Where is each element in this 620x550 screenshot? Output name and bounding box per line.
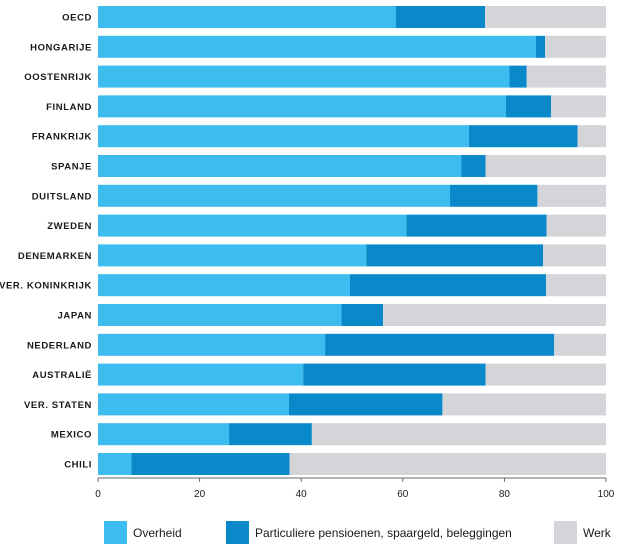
- category-label-oostenrijk: OOSTENRIJK: [24, 72, 92, 83]
- bar-hongarije-particuliere: [535, 35, 546, 58]
- bar-mexico-particuliere: [229, 423, 312, 446]
- bar-zweden-werk: [546, 214, 606, 237]
- legend-label-werk: Werk: [583, 526, 612, 540]
- legend-swatch-particuliere: [226, 521, 249, 544]
- bar-oostenrijk-particuliere: [509, 65, 527, 88]
- x-tick-label-100: 100: [598, 489, 615, 500]
- bar-finland-overheid: [98, 95, 506, 118]
- bar-frankrijk-particuliere: [468, 125, 578, 148]
- bar-ver-koninkrijk-werk: [546, 274, 606, 297]
- bar-oecd-particuliere: [395, 6, 486, 28]
- bar-ver-staten-particuliere: [289, 393, 443, 416]
- category-label-spanje: SPANJE: [51, 162, 92, 173]
- category-label-frankrijk: FRANKRIJK: [32, 132, 92, 143]
- bar-denemarken-werk: [543, 244, 606, 267]
- x-tick-label-40: 40: [296, 489, 308, 500]
- bar-australie-overheid: [98, 363, 304, 386]
- bar-spanje-particuliere: [461, 155, 486, 177]
- bar-oostenrijk-overheid: [98, 65, 510, 88]
- bar-nederland-overheid: [98, 333, 326, 356]
- bar-denemarken-overheid: [98, 244, 367, 267]
- category-label-finland: FINLAND: [46, 102, 92, 113]
- legend-swatch-werk: [554, 521, 577, 544]
- bar-nederland-particuliere: [325, 333, 555, 356]
- bar-ver-staten-werk: [442, 393, 606, 416]
- bar-oecd-overheid: [98, 6, 396, 28]
- category-labels: OECD HONGARIJE OOSTENRIJK FINLAND FRANKRIJK S…: [0, 13, 93, 471]
- bar-japan-werk: [382, 304, 606, 326]
- category-label-oecd: OECD: [62, 13, 92, 24]
- bar-zweden-particuliere: [406, 214, 547, 237]
- bar-duitsland-werk: [537, 184, 606, 207]
- legend-swatch-overheid: [104, 521, 127, 544]
- bar-frankrijk-overheid: [98, 125, 469, 148]
- bar-frankrijk-werk: [577, 125, 606, 148]
- bar-ver-koninkrijk-particuliere: [349, 274, 547, 297]
- bar-mexico-overheid: [98, 423, 230, 446]
- bar-ver-staten-overheid: [98, 393, 290, 416]
- bar-nederland-werk: [554, 333, 606, 356]
- bar-chili-werk: [289, 453, 606, 475]
- bar-oostenrijk-werk: [526, 65, 606, 88]
- category-label-denemarken: DENEMARKEN: [18, 251, 92, 262]
- category-label-nederland: NEDERLAND: [27, 340, 92, 351]
- category-label-australie: AUSTRALIË: [32, 370, 92, 381]
- bar-hongarije-werk: [545, 35, 606, 58]
- bar-denemarken-particuliere: [366, 244, 543, 267]
- category-label-ver-koninkrijk: VER. KONINKRIJK: [0, 281, 92, 292]
- bars-layer: [98, 6, 606, 475]
- bar-spanje-werk: [485, 155, 606, 177]
- category-label-ver-staten: VER. STATEN: [24, 400, 92, 411]
- bar-japan-overheid: [98, 304, 342, 326]
- bar-mexico-werk: [311, 423, 606, 446]
- bar-chili-overheid: [98, 453, 132, 475]
- bar-hongarije-overheid: [98, 35, 536, 58]
- x-tick-label-20: 20: [194, 489, 206, 500]
- bar-spanje-overheid: [98, 155, 462, 177]
- bar-chili-particuliere: [131, 453, 290, 475]
- category-label-hongarije: HONGARIJE: [30, 42, 92, 53]
- category-label-chili: CHILI: [64, 460, 92, 471]
- bar-finland-werk: [551, 95, 606, 118]
- legend-label-overheid: Overheid: [133, 526, 182, 540]
- x-tick-label-60: 60: [397, 489, 409, 500]
- bar-australie-particuliere: [303, 363, 486, 386]
- bar-duitsland-particuliere: [450, 184, 538, 207]
- bar-finland-particuliere: [505, 95, 552, 118]
- legend: Overheid Particuliere pensioenen, spaarge…: [104, 521, 612, 544]
- category-label-zweden: ZWEDEN: [47, 221, 92, 232]
- bar-duitsland-overheid: [98, 184, 451, 207]
- category-label-duitsland: DUITSLAND: [32, 191, 92, 202]
- bar-australie-werk: [485, 363, 606, 386]
- category-label-japan: JAPAN: [58, 311, 93, 322]
- x-axis: 0 20 40 60 80 100: [95, 477, 615, 500]
- x-tick-label-80: 80: [499, 489, 511, 500]
- bar-ver-koninkrijk-overheid: [98, 274, 350, 297]
- category-label-mexico: MEXICO: [51, 430, 92, 441]
- bar-oecd-werk: [485, 6, 606, 28]
- bar-japan-particuliere: [341, 304, 383, 326]
- bar-zweden-overheid: [98, 214, 407, 237]
- x-tick-label-0: 0: [95, 489, 101, 500]
- legend-label-particuliere: Particuliere pensioenen, spaargeld, bele…: [255, 526, 512, 540]
